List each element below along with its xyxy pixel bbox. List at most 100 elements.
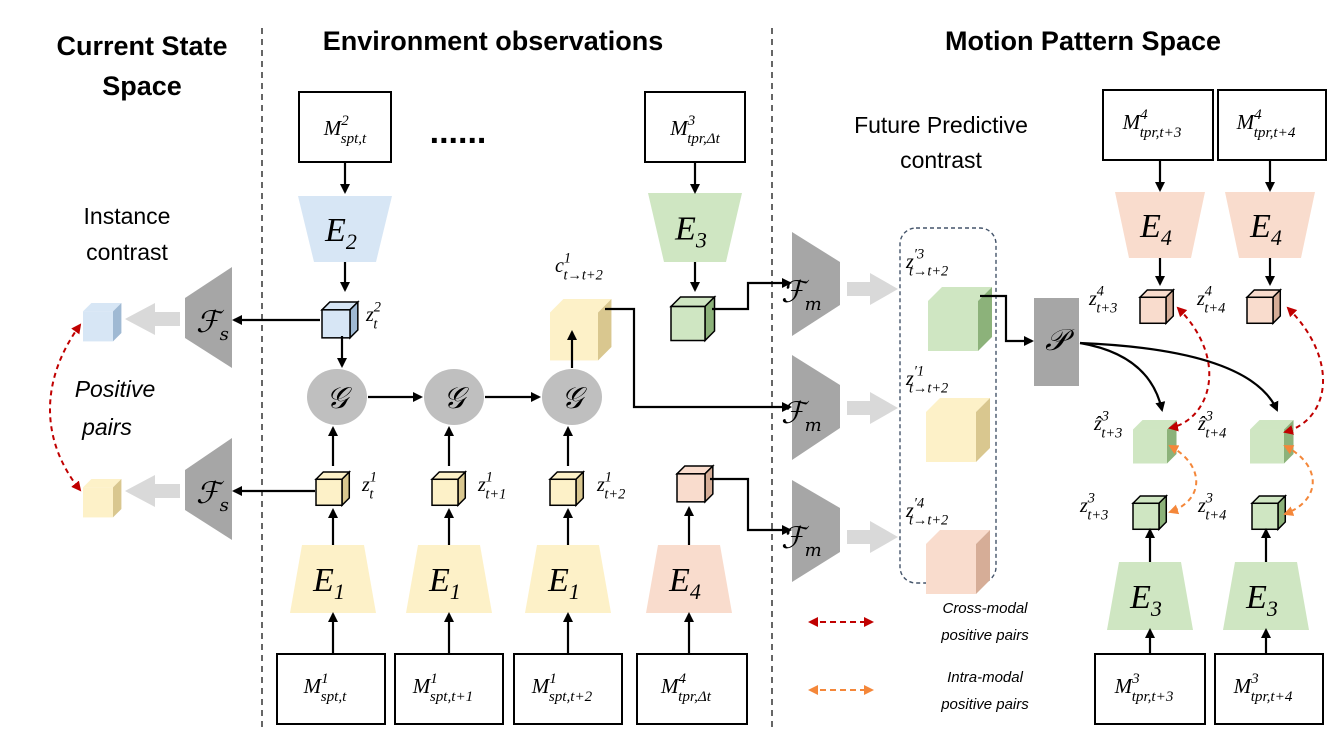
input-right-top-2-box (1217, 89, 1327, 161)
label-z3t4: z3 t+4 (1197, 490, 1226, 523)
encoder-e1-3: E1 (525, 545, 611, 613)
encoder-e1-1: E1 (290, 545, 376, 613)
cube-zp1 (926, 398, 990, 462)
arrow-group (232, 160, 1279, 654)
input-label-top-tpr: M3 tpr,Δt (669, 113, 720, 147)
input-bottom-1-box (276, 653, 386, 725)
cube-zp3 (928, 287, 992, 351)
label-z2t: z2 t (365, 299, 381, 332)
input-bottom-2-box (394, 653, 504, 725)
legend-intra-modal-text-2: positive pairs (940, 696, 1029, 713)
label-zh3t4: ẑ3 t+4 (1197, 408, 1226, 441)
input-box-top-spt (298, 91, 392, 163)
cube-group (83, 287, 1294, 594)
encoder-e4-right-2: E4 (1225, 192, 1315, 258)
label-z1t2: z1 t+2 (596, 469, 625, 502)
svg-text:E1: E1 (312, 562, 345, 604)
fs-projector-bottom (185, 438, 232, 540)
g-aggregator-3: 𝒢 (542, 369, 602, 425)
input-right-bottom-1-label: M3 tpr,t+3 (1114, 671, 1174, 705)
header-environment: Environment observations (323, 26, 664, 56)
encoder-e3-right-2: E3 (1223, 562, 1309, 630)
encoder-e4-right-1: E4 (1115, 192, 1205, 258)
fs-projector-top (185, 267, 232, 368)
input-bottom-4-label: M4 tpr,Δt (660, 671, 712, 705)
label-zp4: z′4 t→t+2 (905, 495, 948, 528)
cube-z4t4 (1245, 288, 1283, 326)
legend-intra-modal-text: Intra-modal (947, 669, 1024, 686)
input-bottom-1-label: M1 spt,t (303, 671, 347, 705)
label-c1: c1 t→t+2 (555, 250, 603, 283)
svg-text:E3: E3 (674, 211, 707, 253)
positive-pair-arrows (49, 306, 1324, 516)
input-right-bottom-2-label: M3 tpr,t+4 (1233, 671, 1293, 705)
ellipsis-dots: ...... (430, 113, 487, 151)
fm-projector-2 (792, 355, 840, 460)
fm-projector-1 (792, 232, 840, 336)
encoder-group: E2 E3 E1 E1 E1 E4 E4 E4 E3 E3 (290, 192, 1315, 630)
input-right-top-1-label: M4 tpr,t+3 (1122, 107, 1182, 141)
header-current-state: Current State (56, 31, 227, 61)
legend-cross-modal-text-2: positive pairs (940, 627, 1029, 644)
encoder-e2: E2 (298, 196, 392, 262)
input-bottom-2-label: M1 spt,t+1 (412, 671, 473, 705)
label-z1t: z1 t (361, 469, 377, 502)
cube-e4-output (675, 464, 715, 504)
cube-z2t (320, 300, 360, 340)
svg-text:E3: E3 (1129, 579, 1162, 621)
cube-e3-output (669, 295, 717, 343)
cube-fs-output-blue (83, 303, 122, 342)
legend: Cross-modal positive pairs Intra-modal p… (808, 600, 1029, 713)
bottom-input-group: M1 spt,t M1 spt,t+1 M1 spt,t+2 M4 tpr,Δt (276, 653, 748, 725)
label-z1t1: z1 t+1 (477, 469, 506, 502)
fm-projector-3 (792, 480, 840, 582)
label-zh3t3: ẑ3 t+3 (1093, 408, 1122, 441)
svg-text:E4: E4 (1249, 208, 1282, 250)
input-right-top-1-box (1102, 89, 1214, 161)
input-right-bottom-1-box (1094, 653, 1206, 725)
input-right-bottom-2-box (1214, 653, 1324, 725)
cube-z4t3 (1138, 288, 1176, 326)
input-bottom-3-label: M1 spt,t+2 (531, 671, 593, 705)
cube-zp4 (926, 530, 990, 594)
header-current-state-2: Space (102, 71, 182, 101)
right-input-group: M4 tpr,t+3 M4 tpr,t+4 M3 tpr,t+3 M3 tpr,t+4 (1094, 89, 1327, 725)
legend-cross-modal-text: Cross-modal (942, 600, 1028, 617)
latent-label-group: z2 t z1 t z1 t+1 z1 t+2 c1 t→t+2 z′3 t→t+2 z′1 t→t+2 z… (361, 246, 1226, 528)
encoder-e3-top: E3 (648, 193, 742, 262)
cube-z3t4 (1250, 494, 1288, 532)
positive-pairs-label: Positive (75, 376, 156, 402)
cube-zh3t4 (1250, 420, 1294, 464)
svg-text:E4: E4 (668, 562, 701, 604)
cube-c1 (550, 299, 612, 361)
cube-z3t3 (1131, 494, 1169, 532)
cube-fs-output-yellow (83, 479, 122, 518)
header-motion: Motion Pattern Space (945, 26, 1221, 56)
future-predictive-box (899, 227, 997, 584)
g-aggregator-1: 𝒢 (307, 369, 367, 425)
encoder-e4-bottom: E4 (646, 545, 732, 613)
light-arrow-group (125, 273, 898, 553)
cube-z1t2 (548, 470, 586, 508)
encoder-e3-right-1: E3 (1107, 562, 1193, 630)
encoder-e1-2: E1 (406, 545, 492, 613)
instance-contrast-label: Instance (84, 203, 171, 229)
g-aggregator-2: 𝒢 (424, 369, 484, 425)
label-z4t4: z4 t+4 (1196, 283, 1225, 316)
positive-pairs-label-2: pairs (81, 414, 132, 440)
predictor-block (1034, 298, 1079, 386)
future-predictive-label-2: contrast (900, 147, 982, 173)
cube-zh3t3 (1133, 420, 1177, 464)
label-zp3: z′3 t→t+2 (905, 246, 948, 279)
cube-z1t (314, 470, 352, 508)
label-z3t3: z3 t+3 (1079, 490, 1108, 523)
svg-text:E3: E3 (1245, 579, 1278, 621)
input-label-top-spt: M2 spt,t (323, 113, 367, 147)
svg-text:E2: E2 (324, 212, 357, 254)
input-bottom-4-box (636, 653, 748, 725)
svg-text:E1: E1 (547, 562, 580, 604)
future-predictive-label: Future Predictive (854, 112, 1028, 138)
label-zp1: z′1 t→t+2 (905, 363, 948, 396)
input-right-top-2-label: M4 tpr,t+4 (1236, 107, 1296, 141)
